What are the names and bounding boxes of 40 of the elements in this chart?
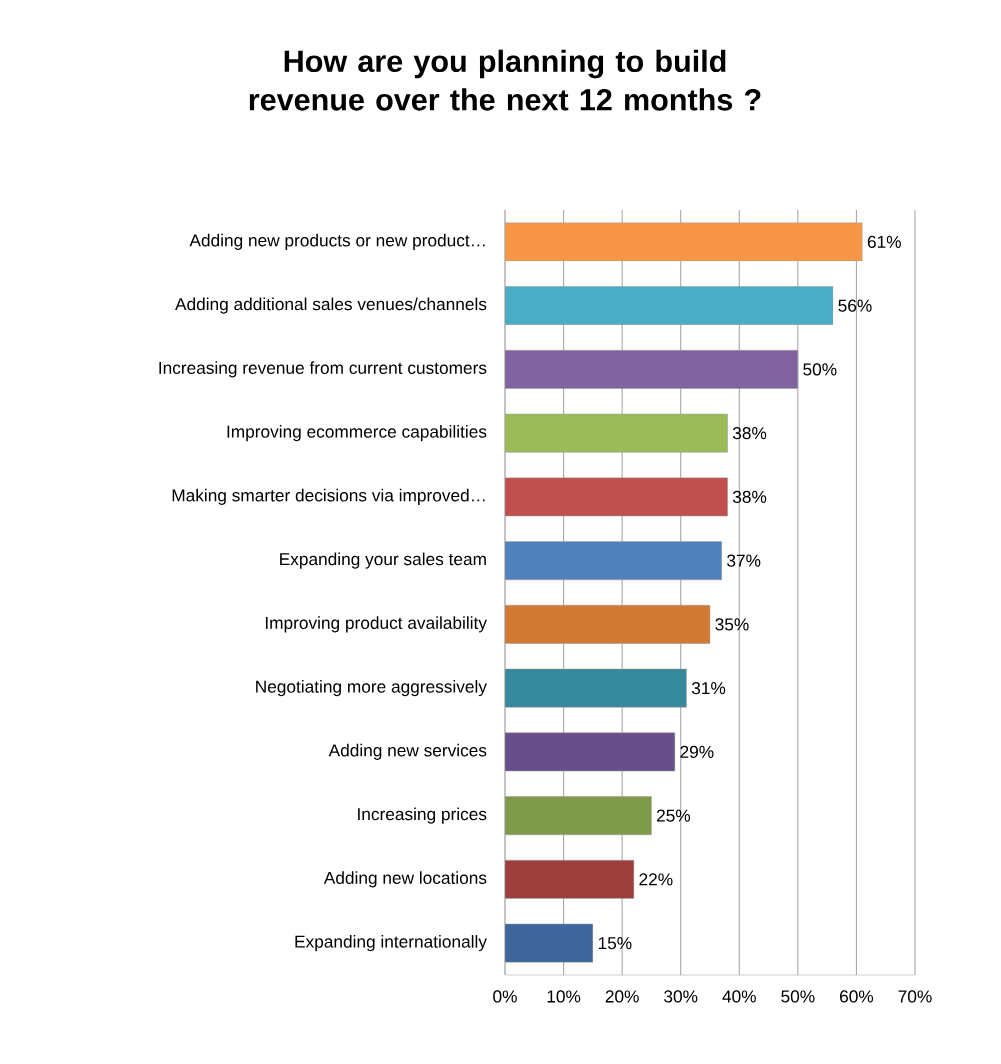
data-label: 29% xyxy=(680,745,714,758)
y-tick-label: Improving ecommerce capabilities xyxy=(227,425,487,442)
data-label: 31% xyxy=(691,682,726,695)
x-tick-label: 60% xyxy=(840,990,874,1003)
bar xyxy=(505,477,728,517)
y-tick-label: Expanding your sales team xyxy=(280,552,486,569)
x-tick-label: 30% xyxy=(664,990,698,1003)
x-tick-label: 20% xyxy=(605,990,639,1003)
x-tick-label: 40% xyxy=(722,990,756,1003)
data-label: 50% xyxy=(803,363,837,376)
data-label: 56% xyxy=(838,299,872,312)
y-tick-label: Improving product availability xyxy=(265,616,487,633)
y-tick-label: Making smarter decisions via improved… xyxy=(172,488,485,505)
data-label: 37% xyxy=(727,554,761,567)
bar xyxy=(505,732,676,772)
y-tick-label: Adding new services xyxy=(328,743,487,760)
y-tick-label: Increasing prices xyxy=(358,807,487,824)
data-label: 38% xyxy=(732,427,767,440)
x-tick-label: 70% xyxy=(898,990,932,1003)
bar xyxy=(505,349,799,389)
bar xyxy=(505,286,834,326)
bar xyxy=(505,413,728,453)
data-label: 25% xyxy=(656,809,691,822)
chart-title: How are you planning to build revenue over the next 12 months ? xyxy=(249,49,761,111)
data-label: 38% xyxy=(732,490,767,503)
bar xyxy=(505,796,652,836)
data-label: 15% xyxy=(598,937,632,950)
bar xyxy=(505,604,711,644)
x-tick-label: 50% xyxy=(781,990,815,1003)
data-label: 61% xyxy=(867,235,901,248)
y-tick-label: Expanding internationally xyxy=(295,935,487,952)
y-tick-label: Adding additional sales venues/channels xyxy=(175,297,487,314)
y-tick-label: Adding new products or new product… xyxy=(189,233,485,250)
data-label: 35% xyxy=(715,618,749,631)
y-tick-label: Increasing revenue from current customers xyxy=(159,361,487,378)
y-tick-label: Negotiating more aggressively xyxy=(256,680,487,697)
x-tick-label: 10% xyxy=(547,990,581,1003)
data-label: 22% xyxy=(639,873,673,886)
y-tick-label: Adding new locations xyxy=(323,871,487,888)
x-tick-label: 0% xyxy=(493,990,517,1003)
